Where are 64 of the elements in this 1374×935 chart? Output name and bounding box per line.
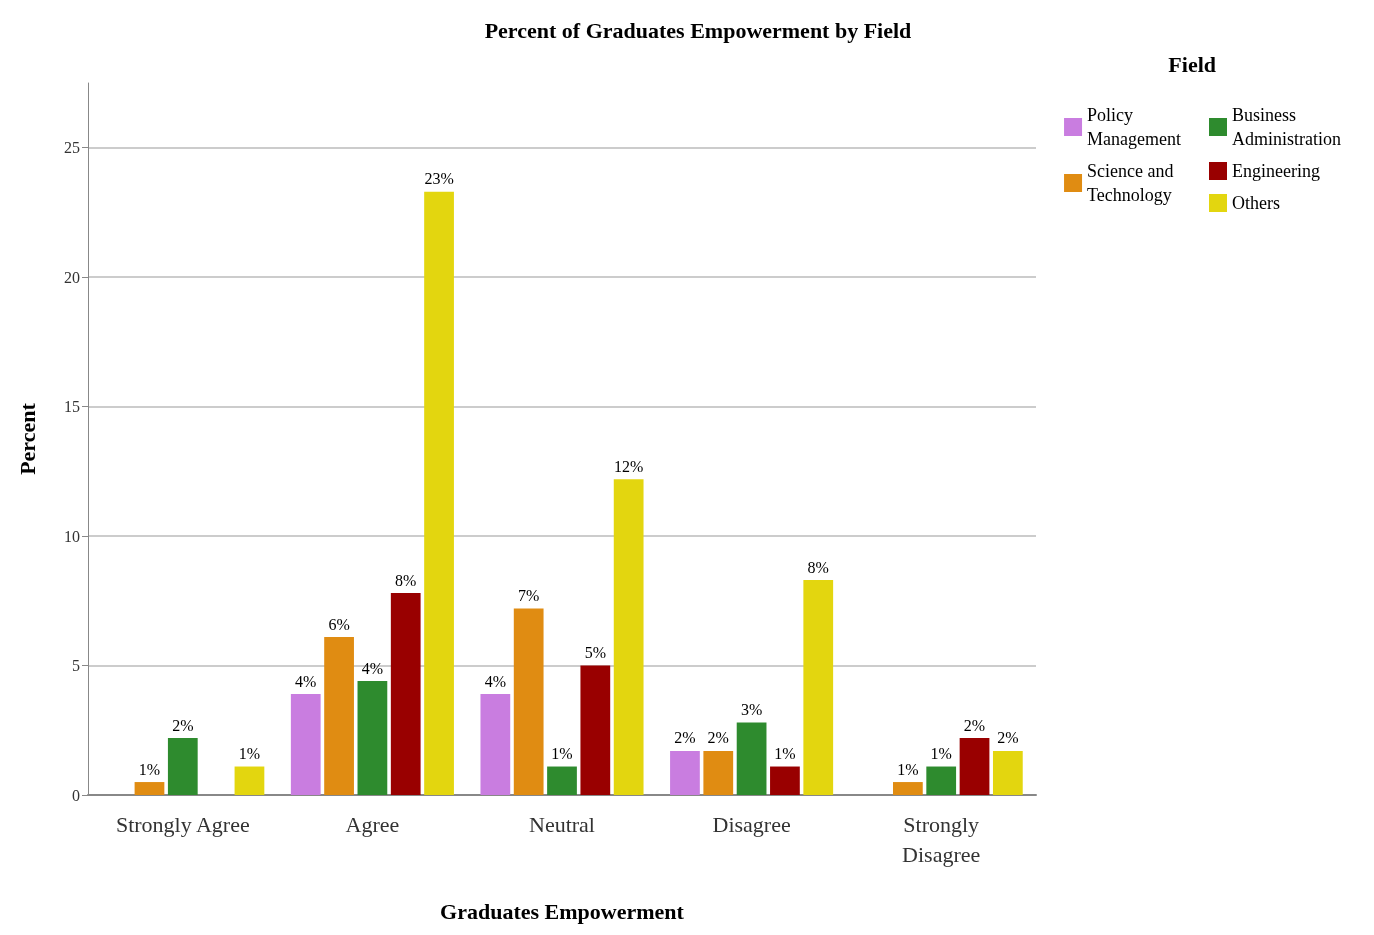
data-label: 1% — [930, 745, 952, 763]
legend-label: Engineering — [1232, 161, 1320, 181]
x-tick-label: Agree — [345, 811, 400, 837]
y-axis-title: Percent — [14, 402, 40, 475]
bar — [992, 750, 1023, 795]
bar — [926, 766, 957, 795]
legend-label: Others — [1232, 193, 1281, 213]
x-axis-title: Graduates Empowerment — [440, 898, 685, 924]
bar — [703, 750, 734, 795]
legend-label: Policy Management — [1087, 105, 1181, 149]
data-label: 23% — [424, 170, 454, 188]
x-tick-label: Neutral — [529, 811, 595, 837]
bar — [959, 738, 990, 795]
y-tick-label: 15 — [64, 398, 80, 416]
bar — [513, 608, 544, 795]
data-label: 12% — [613, 457, 644, 475]
x-tick-label: Strongly Disagree — [902, 811, 981, 867]
y-tick-label: 10 — [64, 527, 80, 545]
bar — [480, 694, 511, 795]
data-label: 1% — [551, 745, 573, 763]
y-tick-label: 25 — [64, 139, 80, 157]
data-label: 4% — [295, 672, 317, 690]
bar — [357, 681, 388, 795]
data-label: 1% — [138, 760, 161, 778]
data-label: 6% — [328, 615, 350, 633]
data-label: 1% — [774, 745, 796, 763]
data-label: 2% — [963, 716, 986, 734]
bar — [424, 191, 454, 795]
data-label: 3% — [740, 701, 763, 719]
chart-title: Percent of Graduates Empowerment by Field — [484, 17, 912, 43]
y-tick-label: 0 — [72, 786, 80, 804]
legend-label: Business Administration — [1232, 105, 1342, 149]
data-label: 8% — [807, 558, 829, 576]
bar — [167, 738, 198, 795]
bar — [613, 479, 644, 795]
legend-label: Science and Technology — [1087, 161, 1174, 205]
bar — [670, 750, 700, 795]
bar — [580, 665, 611, 795]
bar — [390, 593, 421, 795]
data-label: 2% — [707, 729, 729, 747]
bar — [736, 722, 767, 795]
bar — [290, 694, 321, 795]
data-label: 2% — [997, 729, 1019, 747]
bar — [547, 766, 577, 795]
bar — [324, 637, 354, 795]
x-tick-label: Disagree — [712, 811, 791, 837]
legend-title: Field — [1168, 51, 1217, 77]
bar — [770, 766, 800, 795]
data-label: 1% — [897, 760, 919, 778]
bar — [234, 766, 265, 795]
bar — [893, 782, 923, 795]
bar — [134, 782, 165, 795]
data-label: 7% — [518, 587, 540, 605]
bar — [803, 580, 834, 795]
data-label: 4% — [484, 672, 507, 690]
data-label: 4% — [361, 659, 384, 677]
x-tick-label: Strongly Agree — [115, 811, 250, 837]
data-label: 5% — [584, 644, 606, 662]
data-label: 2% — [674, 729, 696, 747]
data-label: 2% — [172, 716, 194, 734]
data-label: 1% — [238, 745, 261, 763]
y-tick-label: 20 — [64, 268, 80, 286]
y-tick-label: 5 — [72, 657, 80, 675]
data-label: 8% — [395, 571, 417, 589]
